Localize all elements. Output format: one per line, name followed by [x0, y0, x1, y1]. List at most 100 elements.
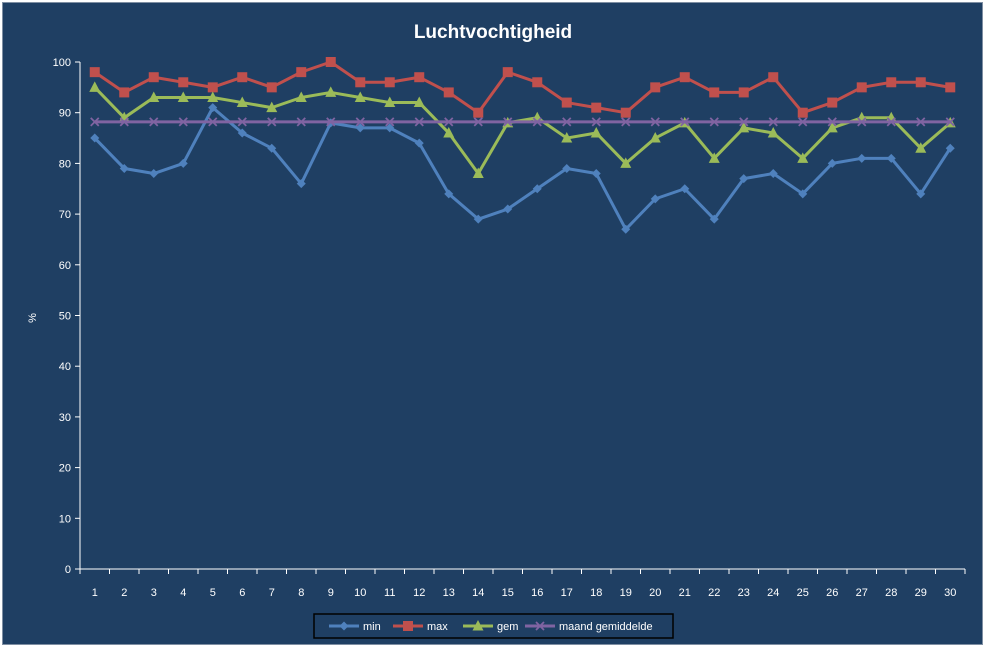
data-point-maand-gemiddelde	[355, 117, 365, 127]
data-point-maand-gemiddelde	[886, 117, 896, 127]
data-point-maand-gemiddelde	[237, 117, 247, 127]
series-gem	[89, 81, 956, 179]
data-point-min	[916, 189, 926, 199]
x-tick-label: 13	[443, 587, 455, 599]
legend: min max gem maand gemiddelde	[313, 613, 674, 639]
data-point-gem	[590, 126, 602, 138]
data-point-gem	[177, 91, 189, 102]
x-tick-label: 6	[239, 587, 245, 599]
x-marker-stroke	[680, 117, 690, 127]
data-point-maand-gemiddelde	[680, 117, 690, 127]
data-point-maand-gemiddelde	[296, 117, 306, 127]
x-tick-label: 16	[531, 587, 543, 599]
x-marker-stroke	[385, 117, 395, 127]
data-point-max	[296, 67, 307, 78]
y-tick-label: 20	[59, 463, 71, 475]
data-point-max	[384, 77, 395, 88]
data-point-max	[591, 102, 602, 113]
x-tick-label: 3	[151, 587, 157, 599]
data-point-maand-gemiddelde	[562, 117, 572, 127]
data-point-min	[237, 128, 247, 138]
data-point-min	[768, 169, 778, 179]
data-point-min	[503, 204, 513, 214]
data-point-maand-gemiddelde	[827, 117, 837, 127]
x-marker-stroke	[208, 117, 218, 127]
y-tick-label: 10	[59, 513, 71, 525]
legend-box	[313, 613, 674, 639]
data-point-min	[178, 158, 188, 168]
legend-swatch-marker	[472, 620, 484, 631]
data-point-gem	[620, 157, 632, 168]
data-point-max	[915, 77, 926, 88]
x-marker-stroke	[562, 117, 572, 127]
data-point-min	[650, 194, 660, 204]
data-point-max	[414, 72, 425, 83]
x-tick-label: 8	[298, 587, 304, 599]
data-point-max	[797, 107, 808, 118]
legend-swatch-marker	[339, 621, 349, 631]
x-tick-label: 5	[210, 587, 216, 599]
series-max	[89, 57, 956, 118]
y-tick-label: 60	[59, 260, 71, 272]
x-tick-label: 11	[384, 587, 395, 599]
data-point-maand-gemiddelde	[503, 117, 513, 127]
data-point-min	[267, 143, 277, 153]
x-tick-label: 22	[708, 587, 720, 599]
x-marker-stroke	[355, 117, 365, 127]
data-point-max	[856, 82, 867, 93]
data-point-maand-gemiddelde	[473, 117, 483, 127]
data-point-maand-gemiddelde	[444, 117, 454, 127]
x-tick-label: 19	[620, 587, 632, 599]
series-min	[90, 103, 955, 234]
data-point-maand-gemiddelde	[414, 117, 424, 127]
x-marker-stroke	[945, 117, 955, 127]
data-point-max	[709, 87, 720, 98]
chart-title: Luchtvochtigheid	[414, 22, 572, 43]
legend-item-max: max	[393, 621, 448, 633]
x-marker-stroke	[739, 117, 749, 127]
legend-label: max	[427, 621, 448, 633]
x-marker-stroke	[473, 117, 483, 127]
data-point-maand-gemiddelde	[798, 117, 808, 127]
data-point-gem	[148, 91, 160, 102]
x-tick-label: 27	[856, 587, 868, 599]
x-marker-stroke	[503, 117, 513, 127]
legend-label: min	[363, 621, 381, 633]
data-point-maand-gemiddelde	[119, 117, 129, 127]
series-line-min	[93, 106, 952, 231]
data-point-max	[473, 107, 484, 118]
data-point-maand-gemiddelde	[178, 117, 188, 127]
x-tick-label: 2	[121, 587, 127, 599]
x-marker-stroke	[414, 117, 424, 127]
y-tick-label: 30	[59, 412, 71, 424]
data-point-gem	[325, 86, 337, 97]
data-point-min	[709, 214, 719, 224]
data-point-min	[149, 169, 159, 179]
x-marker-stroke	[149, 117, 159, 127]
data-point-max	[561, 97, 572, 108]
series-line-gem	[93, 86, 952, 176]
x-tick-label: 1	[92, 587, 98, 599]
legend-swatch-marker	[535, 621, 545, 631]
x-tick-label: 17	[561, 587, 573, 599]
data-point-min	[562, 163, 572, 173]
data-point-max	[768, 72, 779, 83]
y-tick-label: 50	[59, 311, 71, 323]
data-point-maand-gemiddelde	[945, 117, 955, 127]
data-point-max	[679, 72, 690, 83]
x-marker-stroke	[857, 117, 867, 127]
series-layer	[89, 57, 956, 234]
y-tick-label: 0	[65, 564, 71, 576]
data-point-maand-gemiddelde	[208, 117, 218, 127]
x-marker-stroke	[326, 117, 336, 127]
data-point-max	[119, 87, 130, 98]
data-point-min	[385, 123, 395, 133]
data-point-maand-gemiddelde	[857, 117, 867, 127]
legend-item-maand-gemiddelde: maand gemiddelde	[525, 621, 653, 633]
x-tick-label: 14	[472, 587, 484, 599]
data-point-max	[620, 107, 631, 118]
humidity-line-chart: Luchtvochtigheid % 0 10 20 30 40 50 60 70 80 90 10…	[27, 22, 966, 639]
data-point-maand-gemiddelde	[90, 117, 100, 127]
x-tick-label: 24	[767, 587, 779, 599]
x-tick-label: 21	[679, 587, 691, 599]
